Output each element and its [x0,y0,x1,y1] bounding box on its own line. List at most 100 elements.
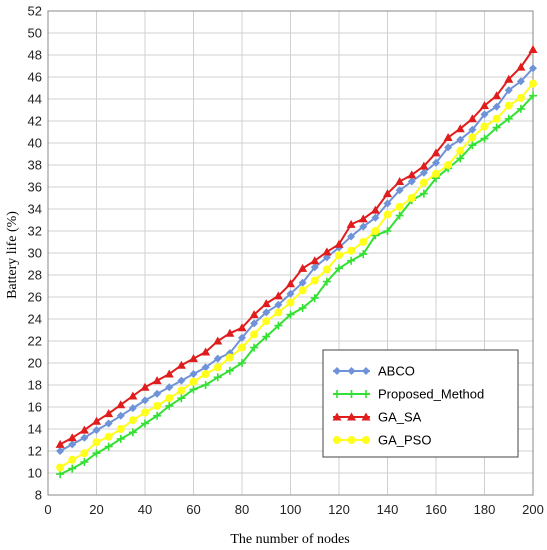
series-ga-sa-point [516,62,526,71]
series-ga-sa-point [213,336,223,345]
series-abco-point [286,289,295,298]
series-proposed-method-point [298,304,307,312]
series-ga-pso-point [529,79,537,88]
legend-proposed-method-point [347,390,356,398]
series-proposed-method-point [335,264,343,273]
series-ga-pso-point [359,238,368,246]
series-proposed-method-point [225,366,234,375]
series-proposed-method-point [359,250,368,259]
y-tick-label: 42 [28,114,42,129]
series-ga-sa-point [455,124,465,133]
series-abco-point [80,433,89,442]
series-ga-pso-point [177,386,186,395]
series-ga-sa-point [128,391,138,400]
series-ga-pso-point [68,455,77,464]
y-tick-label: 34 [28,202,42,217]
series-ga-pso-point [189,377,198,386]
series-proposed-method-point [516,104,525,113]
series-ga-pso-point [225,353,234,362]
legend-ga-sa-label: GA_SA [378,410,422,425]
series-abco-point [444,143,453,152]
legend-ga-sa-point [332,412,342,421]
plot-frame [47,10,534,496]
y-tick-label: 50 [28,26,42,41]
series-abco-point [274,300,283,309]
series-ga-sa-point [298,263,308,272]
series-abco-point [419,168,428,177]
x-tick-label: 200 [522,502,544,517]
series-ga-sa-point [189,354,198,363]
y-tick-label: 8 [35,488,42,503]
series-ga-sa-point [334,239,344,248]
series-proposed-method-point [189,385,198,394]
x-tick-label: 180 [474,502,496,517]
series-abco-point [262,308,271,317]
x-tick-label: 40 [138,502,152,517]
series-ga-pso-point [250,330,259,339]
legend-ga-sa: GA_SA [332,410,422,425]
y-tick-label: 28 [28,268,42,283]
series-ga-sa-point [164,369,174,378]
series-abco-point [492,102,501,111]
x-axis-title: The number of nodes [230,532,349,547]
series-proposed-method-point [153,411,162,420]
legend-ga-pso-label: GA_PSO [378,433,431,448]
series-ga-sa-point [322,247,332,256]
series-ga-sa-point [395,177,405,185]
legend-abco-point [362,367,370,375]
series-ga-sa-point [273,291,283,300]
series-ga-pso-point [516,93,525,102]
y-tick-label: 12 [28,444,42,459]
series-abco-point [395,186,404,195]
series-proposed-method-point [419,189,428,198]
legend-abco-point [333,367,341,375]
series-abco-point [504,86,513,95]
series-abco-point [298,278,307,287]
series-abco-point [359,222,368,231]
series-abco-point [250,319,259,328]
series-ga-pso-point [213,363,222,372]
series-ga-sa-point [467,114,477,123]
series-ga-pso-point [347,246,356,255]
series-ga-pso-point [141,408,149,417]
series-ga-sa-point [480,101,489,110]
series-proposed-method-point [262,332,271,341]
series-proposed-method-point [201,381,210,389]
series-ga-sa-point [116,400,126,409]
series-ga-pso-line [59,82,534,469]
series-ga-pso-point [116,425,125,433]
series-proposed-method-point [68,464,77,473]
series-abco-point [68,440,77,449]
series-ga-sa-point [504,74,514,83]
series-ga-pso-point [128,416,137,425]
x-tick-label: 160 [425,502,447,517]
series-abco-point [371,213,380,222]
series-abco-point [153,389,162,398]
series-ga-pso-point [444,161,453,169]
y-tick-label: 20 [28,356,42,371]
series-abco-point [529,64,537,73]
series-ga-pso-point [92,438,101,447]
series-ga-pso-point [492,114,501,123]
series-ga-sa-point [419,161,429,170]
series-abco [56,64,537,455]
series-proposed-method-point [141,419,149,428]
x-tick-label: 60 [186,502,200,517]
y-axis-title: Battery life (%) [5,211,20,299]
series-ga-pso-point [383,210,392,219]
series-ga-sa-point [431,148,441,157]
series-proposed-method-point [250,343,259,352]
tick-labels: 8 10 12 14 16 18 20 22 24 26 28 30 32 34 36 38 40 42 44 46 4… [28,4,544,518]
series-abco-point [141,396,149,405]
series-ga-pso-point [419,178,428,187]
series-abco-point [347,232,356,241]
legend-abco-label: ABCO [378,364,415,379]
x-tick-label: 120 [328,502,350,517]
legend-abco-point [347,367,356,375]
series-proposed-method-point [395,211,404,220]
series-ga-sa-point [225,328,235,337]
y-tick-label: 18 [28,378,42,393]
series-ga-pso-point [432,169,440,178]
series-ga-sa-point [237,323,247,332]
